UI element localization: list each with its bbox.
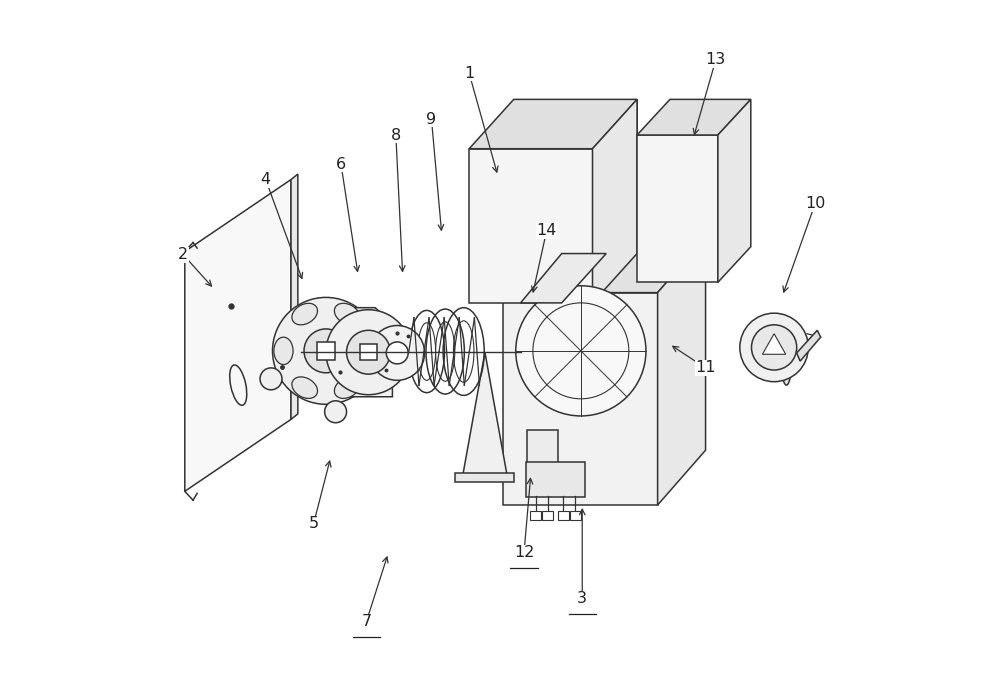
Ellipse shape [292,377,318,398]
Text: 9: 9 [426,111,437,127]
Polygon shape [503,238,706,292]
Text: 11: 11 [695,361,716,376]
Polygon shape [503,292,658,505]
Polygon shape [637,99,751,135]
Polygon shape [463,352,507,474]
Polygon shape [291,174,298,420]
Bar [558,510,569,520]
Polygon shape [521,254,606,303]
Text: 14: 14 [536,224,557,239]
Circle shape [260,368,282,390]
Polygon shape [658,238,706,505]
Polygon shape [455,473,514,482]
Text: 4: 4 [261,172,271,187]
Polygon shape [360,344,377,361]
Text: 7: 7 [361,614,371,629]
Polygon shape [762,334,786,354]
Ellipse shape [780,316,793,385]
Text: 6: 6 [336,157,346,172]
FancyBboxPatch shape [526,462,585,497]
Circle shape [349,335,384,369]
Polygon shape [185,180,291,491]
Bar [542,510,553,520]
FancyBboxPatch shape [527,429,558,469]
Ellipse shape [292,303,318,325]
Ellipse shape [359,337,378,365]
Circle shape [347,330,390,374]
Circle shape [386,342,408,364]
Bar [530,510,541,520]
Polygon shape [718,99,751,282]
Polygon shape [469,99,637,149]
Polygon shape [593,99,637,303]
Ellipse shape [274,337,293,365]
Text: 3: 3 [577,592,587,606]
Text: 1: 1 [464,66,474,80]
Ellipse shape [334,377,360,398]
Circle shape [304,329,348,373]
Text: 2: 2 [178,248,188,262]
Polygon shape [637,135,718,282]
Circle shape [273,297,379,405]
Polygon shape [797,330,821,361]
Circle shape [751,325,797,370]
Polygon shape [469,149,593,303]
Polygon shape [341,308,392,397]
Text: 5: 5 [309,516,319,531]
Text: 8: 8 [391,127,401,142]
Circle shape [326,310,411,395]
Circle shape [370,325,425,380]
Circle shape [740,313,808,382]
Circle shape [325,401,347,422]
Text: 10: 10 [805,196,825,211]
Ellipse shape [334,303,360,325]
Bar [570,510,581,520]
Text: 12: 12 [514,546,534,561]
Text: 13: 13 [706,52,726,67]
Polygon shape [317,342,335,360]
Circle shape [516,286,646,416]
